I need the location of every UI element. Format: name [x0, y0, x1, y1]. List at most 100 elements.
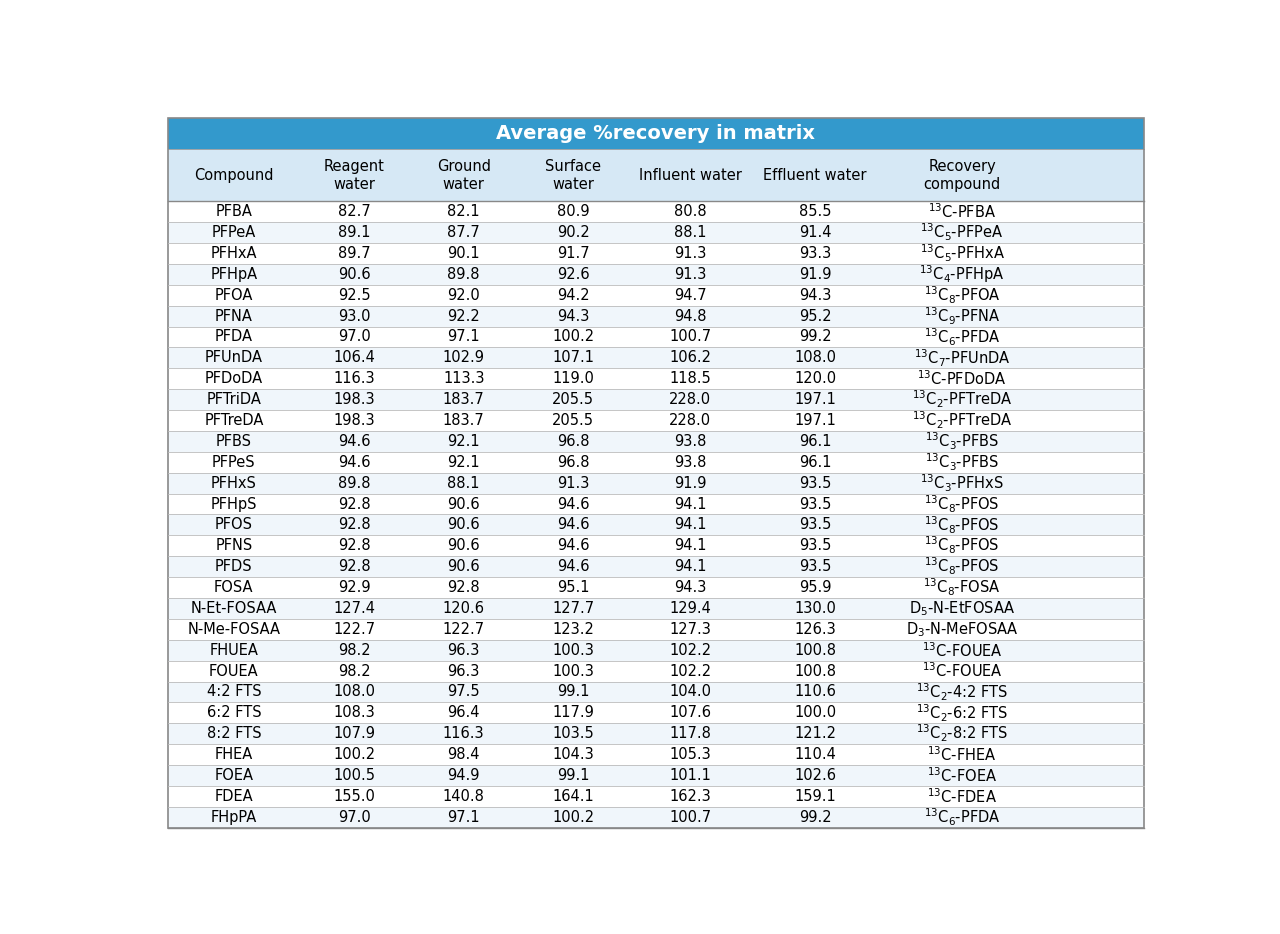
- Text: $^{13}$C$_8$-PFOS: $^{13}$C$_8$-PFOS: [924, 515, 1000, 535]
- Text: $^{13}$C$_2$-4:2 FTS: $^{13}$C$_2$-4:2 FTS: [916, 681, 1009, 702]
- Text: 108.0: 108.0: [333, 685, 375, 700]
- Text: $^{13}$C-FOUEA: $^{13}$C-FOUEA: [922, 661, 1002, 680]
- Text: 93.5: 93.5: [799, 538, 831, 553]
- Text: 91.9: 91.9: [799, 267, 831, 282]
- Text: $^{13}$C$_2$-PFTreDA: $^{13}$C$_2$-PFTreDA: [911, 389, 1012, 410]
- Text: 120.6: 120.6: [443, 601, 485, 616]
- Text: 130.0: 130.0: [794, 601, 836, 616]
- Text: 100.5: 100.5: [333, 768, 375, 783]
- Text: 93.8: 93.8: [675, 455, 707, 470]
- Text: $^{13}$C$_8$-FOSA: $^{13}$C$_8$-FOSA: [923, 577, 1001, 599]
- Text: 104.0: 104.0: [669, 685, 712, 700]
- Text: 129.4: 129.4: [669, 601, 712, 616]
- Text: $^{13}$C$_2$-8:2 FTS: $^{13}$C$_2$-8:2 FTS: [916, 723, 1009, 744]
- Text: 95.2: 95.2: [799, 308, 832, 323]
- Bar: [168, 557, 1144, 577]
- Text: FDEA: FDEA: [215, 789, 253, 804]
- Text: 91.3: 91.3: [557, 475, 589, 490]
- Text: 123.2: 123.2: [552, 622, 594, 637]
- Text: PFDA: PFDA: [215, 330, 253, 345]
- Text: 99.2: 99.2: [799, 810, 832, 825]
- Text: 117.8: 117.8: [669, 727, 712, 742]
- Text: 92.8: 92.8: [338, 538, 371, 553]
- Text: 113.3: 113.3: [443, 371, 484, 387]
- Text: 94.1: 94.1: [673, 517, 707, 532]
- Text: 122.7: 122.7: [443, 622, 485, 637]
- Text: PFDoDA: PFDoDA: [205, 371, 262, 387]
- Text: 97.0: 97.0: [338, 810, 371, 825]
- Text: 97.5: 97.5: [448, 685, 480, 700]
- Text: 92.8: 92.8: [338, 559, 371, 574]
- Text: 88.1: 88.1: [673, 225, 707, 240]
- Text: 198.3: 198.3: [334, 413, 375, 428]
- Text: PFNA: PFNA: [215, 308, 252, 323]
- Text: 228.0: 228.0: [669, 413, 712, 428]
- Text: 155.0: 155.0: [333, 789, 375, 804]
- Text: PFTreDA: PFTreDA: [204, 413, 264, 428]
- Text: 108.0: 108.0: [794, 350, 836, 365]
- Text: 162.3: 162.3: [669, 789, 710, 804]
- Text: Reagent
water: Reagent water: [324, 159, 385, 192]
- Text: $^{13}$C-PFBA: $^{13}$C-PFBA: [928, 203, 996, 221]
- Text: 100.8: 100.8: [794, 643, 836, 658]
- Text: PFNS: PFNS: [215, 538, 252, 553]
- Text: 100.7: 100.7: [669, 810, 712, 825]
- Text: PFDS: PFDS: [215, 559, 252, 574]
- Text: 98.2: 98.2: [338, 663, 371, 679]
- Text: 90.6: 90.6: [448, 559, 480, 574]
- Bar: [168, 744, 1144, 765]
- Text: 92.8: 92.8: [338, 497, 371, 512]
- Text: 93.5: 93.5: [799, 559, 831, 574]
- Bar: [168, 118, 1144, 149]
- Text: 90.2: 90.2: [557, 225, 589, 240]
- Text: 121.2: 121.2: [794, 727, 836, 742]
- Text: 89.1: 89.1: [338, 225, 371, 240]
- Text: 94.6: 94.6: [557, 497, 589, 512]
- Text: 106.4: 106.4: [333, 350, 375, 365]
- Text: $^{13}$C$_2$-6:2 FTS: $^{13}$C$_2$-6:2 FTS: [916, 702, 1009, 724]
- Text: 205.5: 205.5: [552, 413, 594, 428]
- Text: $^{13}$C$_3$-PFBS: $^{13}$C$_3$-PFBS: [925, 451, 998, 473]
- Text: 90.6: 90.6: [448, 517, 480, 532]
- Bar: [168, 577, 1144, 598]
- Text: D$_5$-N-EtFOSAA: D$_5$-N-EtFOSAA: [909, 599, 1015, 617]
- Bar: [168, 368, 1144, 389]
- Text: PFOA: PFOA: [215, 288, 253, 303]
- Text: 119.0: 119.0: [552, 371, 594, 387]
- Text: N-Et-FOSAA: N-Et-FOSAA: [191, 601, 276, 616]
- Bar: [168, 640, 1144, 660]
- Text: 127.4: 127.4: [333, 601, 375, 616]
- Text: 6:2 FTS: 6:2 FTS: [206, 705, 261, 720]
- Text: Influent water: Influent water: [639, 168, 741, 183]
- Text: 103.5: 103.5: [552, 727, 594, 742]
- Text: $^{13}$C$_5$-PFPeA: $^{13}$C$_5$-PFPeA: [920, 222, 1004, 243]
- Text: 94.3: 94.3: [799, 288, 831, 303]
- Text: D$_3$-N-MeFOSAA: D$_3$-N-MeFOSAA: [906, 620, 1019, 639]
- Text: 116.3: 116.3: [443, 727, 485, 742]
- Text: 118.5: 118.5: [669, 371, 710, 387]
- Bar: [168, 201, 1144, 222]
- Text: 140.8: 140.8: [443, 789, 485, 804]
- Text: FHUEA: FHUEA: [210, 643, 259, 658]
- Text: 100.2: 100.2: [552, 810, 594, 825]
- Text: 101.1: 101.1: [669, 768, 712, 783]
- Text: 88.1: 88.1: [448, 475, 480, 490]
- Text: 80.8: 80.8: [673, 205, 707, 219]
- Text: 94.6: 94.6: [557, 517, 589, 532]
- Text: $^{13}$C$_8$-PFOS: $^{13}$C$_8$-PFOS: [924, 535, 1000, 557]
- Text: 92.0: 92.0: [447, 288, 480, 303]
- Text: PFHxS: PFHxS: [211, 475, 257, 490]
- Text: 91.3: 91.3: [675, 267, 707, 282]
- Text: 117.9: 117.9: [552, 705, 594, 720]
- Text: 105.3: 105.3: [669, 747, 710, 762]
- Text: 94.1: 94.1: [673, 559, 707, 574]
- Text: 97.1: 97.1: [448, 330, 480, 345]
- Text: 90.6: 90.6: [448, 538, 480, 553]
- Text: 106.2: 106.2: [669, 350, 712, 365]
- Text: 100.7: 100.7: [669, 330, 712, 345]
- Text: 97.1: 97.1: [448, 810, 480, 825]
- Text: 92.8: 92.8: [448, 580, 480, 595]
- Text: $^{13}$C$_6$-PFDA: $^{13}$C$_6$-PFDA: [924, 326, 1001, 347]
- Text: 96.3: 96.3: [448, 663, 480, 679]
- Text: 164.1: 164.1: [552, 789, 594, 804]
